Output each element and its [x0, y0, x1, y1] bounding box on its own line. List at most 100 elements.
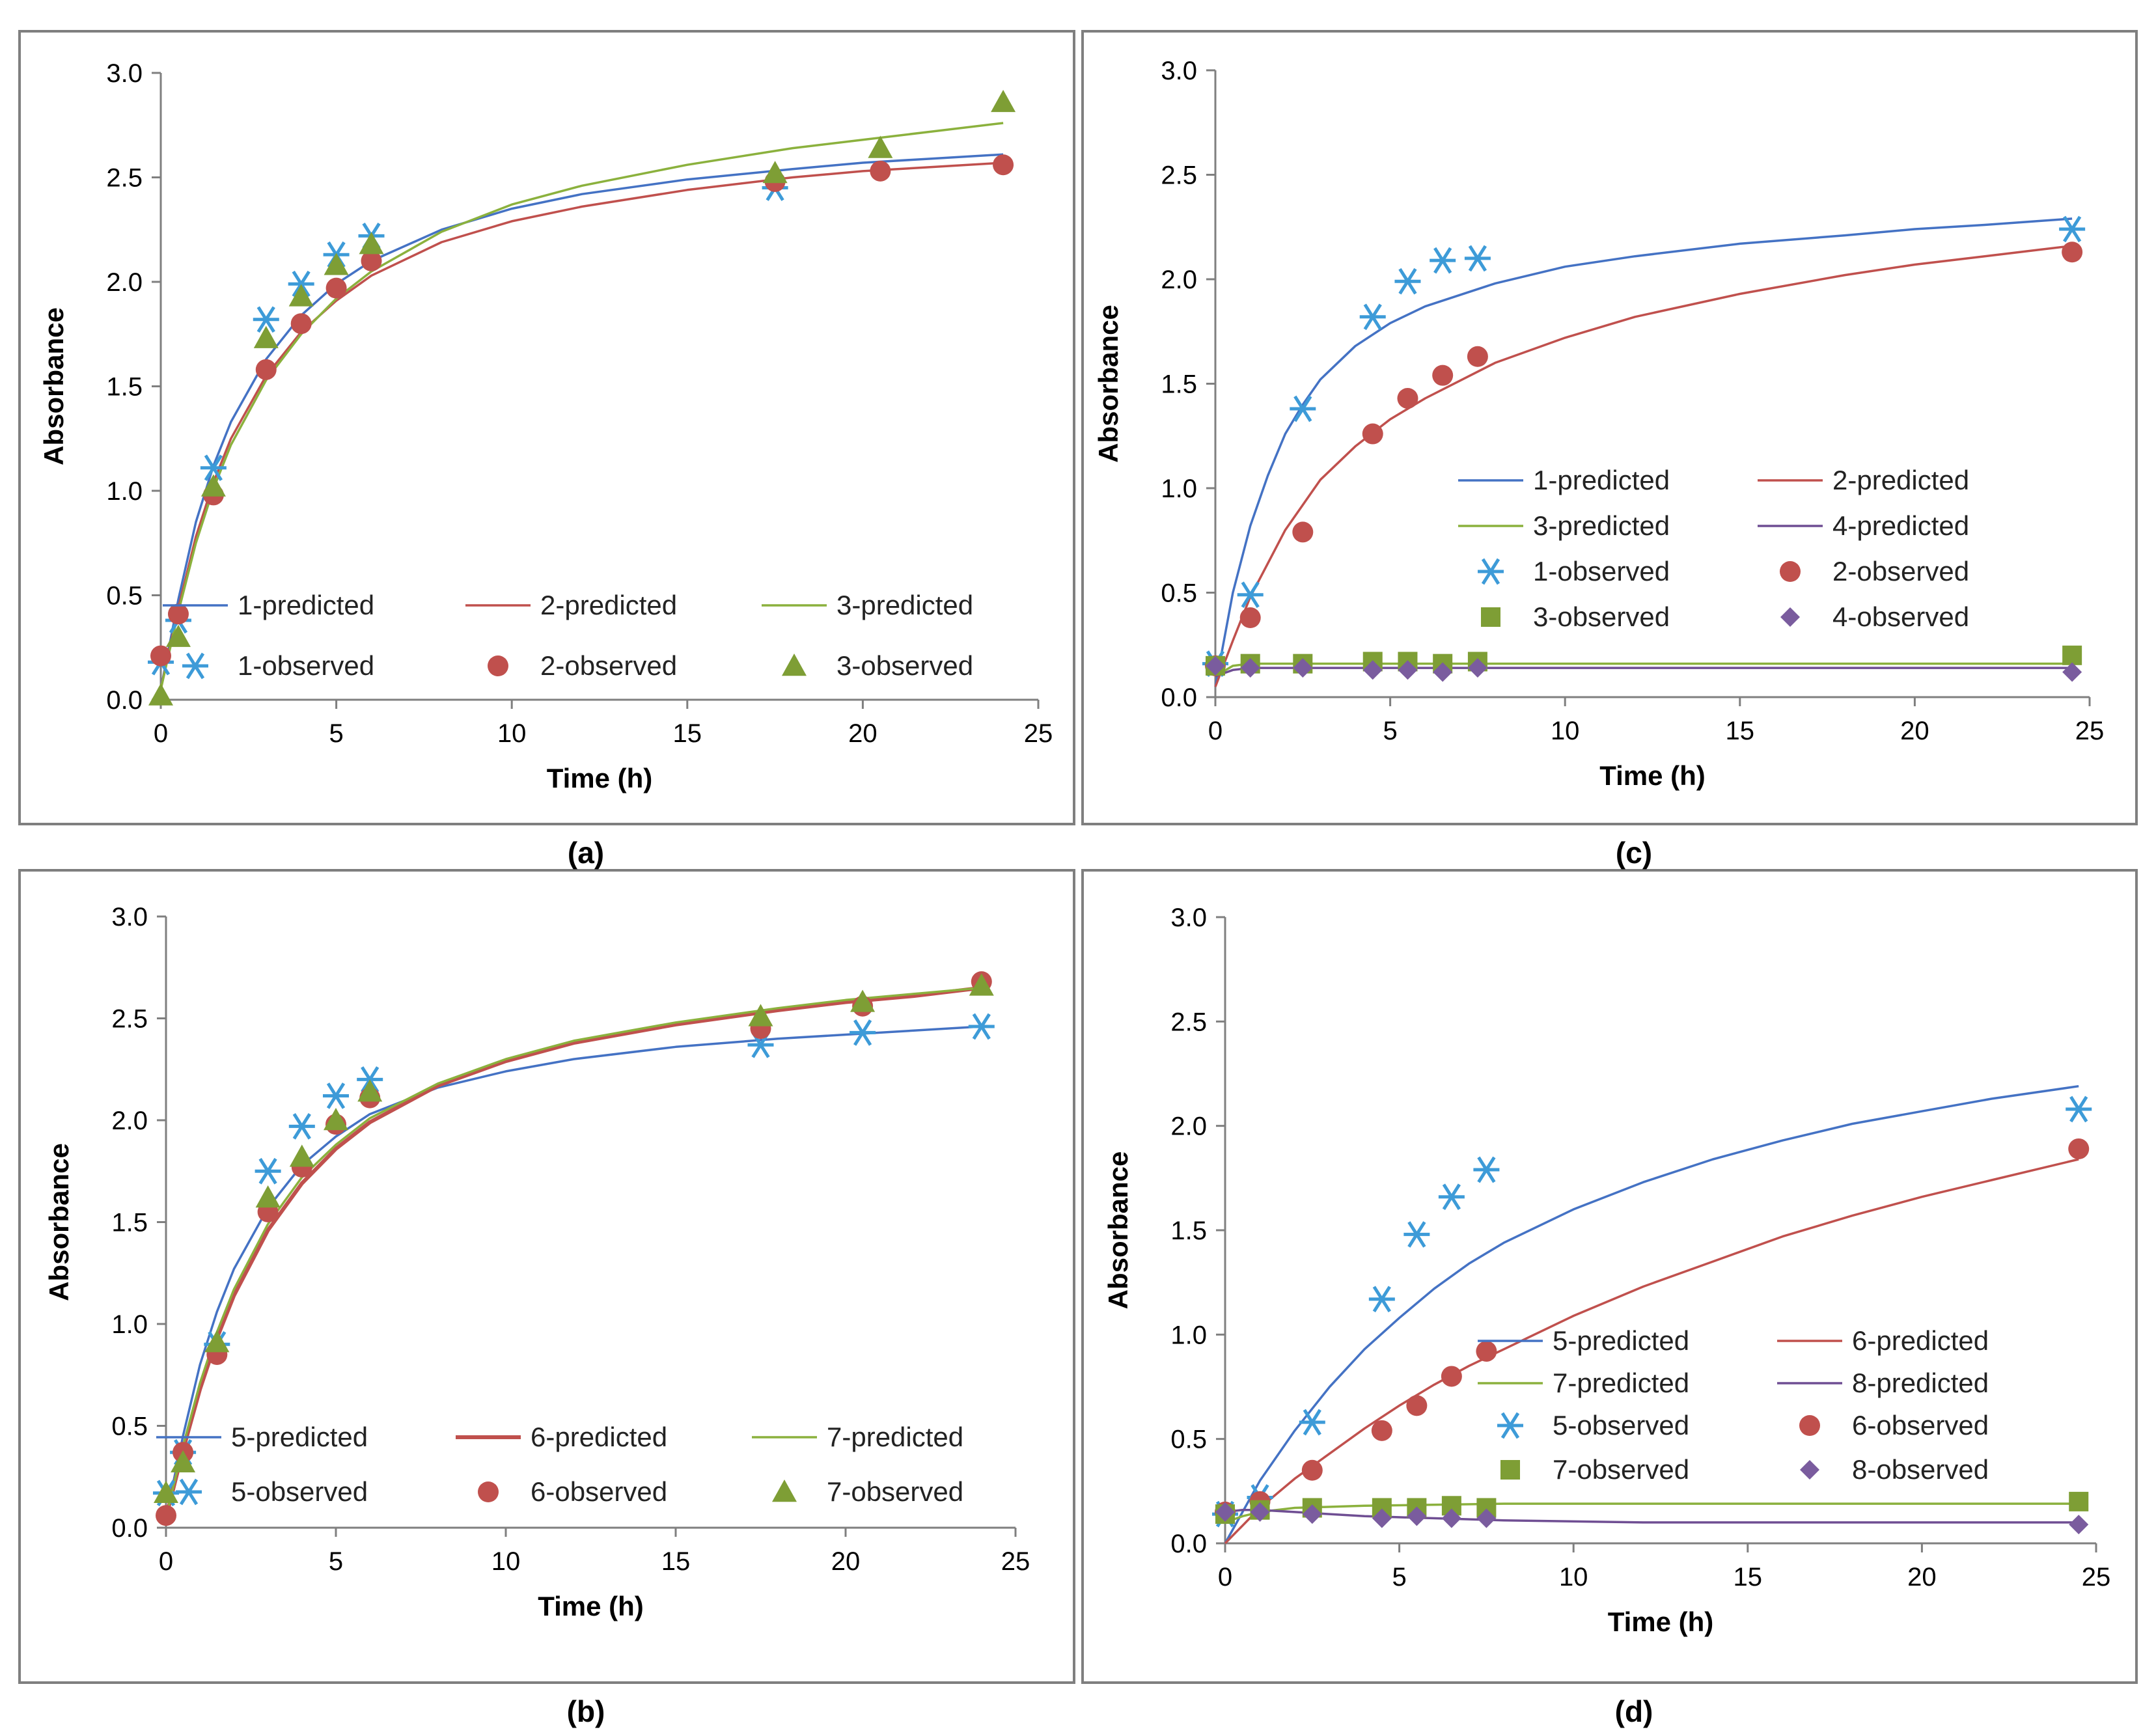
point-2-observed: [361, 250, 382, 271]
y-axis-title: Absorbance: [1103, 1151, 1133, 1310]
legend-label-7-predicted: 7-predicted: [1553, 1368, 1689, 1398]
point-4-observed: [1293, 658, 1313, 678]
x-tick-label: 10: [1559, 1563, 1588, 1591]
legend-label-7-observed: 7-observed: [827, 1476, 963, 1507]
point-4-observed: [1467, 658, 1487, 678]
point-6-observed: [156, 1505, 176, 1526]
panel-caption-d: (d): [1615, 1694, 1653, 1728]
point-5-observed-stroke-d2: [853, 1019, 872, 1046]
point-8-observed: [1441, 1508, 1461, 1528]
point-6-observed: [1301, 1459, 1323, 1481]
point-1-observed-stroke-d2: [1433, 247, 1452, 274]
legend-label-8-observed: 8-observed: [1852, 1454, 1989, 1485]
point-2-observed: [1397, 387, 1418, 409]
legend-entry-3-predicted: 3-predicted: [762, 590, 973, 620]
point-5-observed: [1438, 1183, 1465, 1211]
chart-panel-b: 0.0 0.5 1.0 1.5 2.0 2.5 3.0 0 5 10 15 20 25 Time (h) A…: [44, 903, 1030, 1621]
legend-entry-1-predicted: 1-predicted: [163, 590, 374, 620]
point-2-observed: [1467, 346, 1488, 367]
point-2-observed: [1239, 607, 1261, 629]
legend-entry-4-predicted: 4-predicted: [1758, 510, 1969, 541]
point-3-observed: [324, 253, 349, 275]
point-2-observed: [255, 359, 277, 380]
legend-entry-2-observed: 2-observed: [488, 650, 677, 681]
point-4-observed: [1433, 662, 1453, 682]
point-1-observed: [1290, 395, 1316, 422]
point-7-observed: [154, 1480, 178, 1503]
series-5-predicted-line: [165, 1025, 982, 1518]
legend-swatch-2-observed: [488, 655, 508, 676]
legend-entry-3-predicted: 3-predicted: [1458, 510, 1670, 541]
legend-entry-8-predicted: 8-predicted: [1777, 1368, 1989, 1398]
point-1-observed-stroke-d2: [1398, 268, 1417, 295]
legend-entry-1-observed: 1-observed: [1478, 556, 1670, 586]
y-tick-label: 0.5: [1161, 579, 1197, 608]
legend-entry-5-predicted: 5-predicted: [156, 1422, 368, 1452]
chart-panel-d: 0.0 0.5 1.0 1.5 2.0 2.5 3.0 0 5 10 15 20 25 Time (h) A…: [1103, 903, 2110, 1637]
chart-panel-c: 0.0 0.5 1.0 1.5 2.0 2.5 3.0 0 5 10 15 20 25 Time (h) A…: [1093, 57, 2104, 791]
legend-label-2-predicted: 2-predicted: [540, 590, 677, 620]
y-tick-label: 2.0: [111, 1107, 148, 1135]
point-5-observed: [255, 1157, 281, 1185]
x-tick-label: 25: [1001, 1547, 1030, 1576]
legend-label-1-observed: 1-observed: [1533, 556, 1670, 586]
y-axis-title: Absorbance: [1093, 305, 1124, 463]
point-1-observed: [288, 270, 314, 297]
point-5-observed: [1299, 1409, 1325, 1436]
legend-label-6-predicted: 6-predicted: [531, 1422, 667, 1452]
x-tick-label: 5: [1392, 1563, 1406, 1591]
point-8-observed: [1372, 1508, 1392, 1528]
y-tick-label: 2.5: [106, 164, 143, 193]
point-2-observed: [1432, 365, 1454, 386]
point-5-observed-stroke-d2: [326, 1082, 346, 1109]
legend-swatch-5-observed: [176, 1478, 202, 1506]
legend-label-1-observed: 1-observed: [238, 650, 374, 681]
x-tick-label: 10: [491, 1547, 521, 1576]
legend-entry-2-observed: 2-observed: [1780, 556, 1969, 586]
legend-swatch-3-observed: [782, 654, 807, 676]
point-1-observed-stroke-d2: [2063, 215, 2082, 243]
point-8-observed: [1476, 1508, 1497, 1528]
point-3-observed: [2062, 645, 2082, 665]
legend-label-1-predicted: 1-predicted: [238, 590, 374, 620]
y-tick-label: 2.5: [111, 1005, 148, 1034]
point-2-observed: [325, 277, 347, 299]
legend-swatch-5-observed: [1497, 1412, 1523, 1439]
point-5-observed-stroke-d2: [2069, 1095, 2088, 1123]
point-1-observed: [200, 454, 227, 482]
legend-label-3-predicted: 3-predicted: [836, 590, 973, 620]
x-tick-label: 20: [1907, 1563, 1937, 1591]
x-tick-label: 0: [159, 1547, 173, 1576]
point-6-observed: [2068, 1138, 2090, 1159]
x-tick-label: 10: [1551, 717, 1580, 745]
point-1-observed: [1430, 247, 1456, 274]
point-5-observed-stroke-d2: [1303, 1409, 1321, 1436]
x-tick-label: 15: [673, 719, 702, 748]
point-4-observed: [1240, 658, 1260, 678]
legend-entry-6-predicted: 6-predicted: [1777, 1325, 1989, 1356]
series-3-predicted-line: [159, 122, 1004, 690]
legend-swatch-6-observed: [1799, 1415, 1820, 1436]
y-tick-label: 0.0: [111, 1514, 148, 1543]
point-7-observed: [204, 1330, 230, 1353]
x-tick-label: 20: [831, 1547, 861, 1576]
x-tick-label: 15: [1734, 1563, 1763, 1591]
legend-entry-2-predicted: 2-predicted: [1758, 465, 1969, 495]
point-3-observed: [868, 135, 893, 158]
point-1-observed-stroke-d2: [204, 454, 223, 482]
legend-label-7-predicted: 7-predicted: [827, 1422, 963, 1452]
y-tick-label: 3.0: [111, 903, 148, 931]
point-6-observed: [1476, 1340, 1497, 1362]
y-tick-label: 2.0: [106, 268, 143, 297]
point-8-observed: [1250, 1502, 1270, 1522]
point-7-observed: [748, 1004, 773, 1026]
legend-label-4-observed: 4-observed: [1832, 601, 1969, 632]
point-5-observed-stroke-d2: [972, 1013, 991, 1040]
x-tick-label: 20: [1900, 717, 1929, 745]
y-tick-label: 2.5: [1170, 1008, 1207, 1036]
panel-caption-a: (a): [568, 836, 604, 870]
point-3-observed: [200, 474, 226, 497]
x-tick-label: 0: [154, 719, 168, 748]
x-axis-title: Time (h): [1608, 1606, 1714, 1637]
point-1-observed-stroke-d2: [256, 306, 275, 333]
